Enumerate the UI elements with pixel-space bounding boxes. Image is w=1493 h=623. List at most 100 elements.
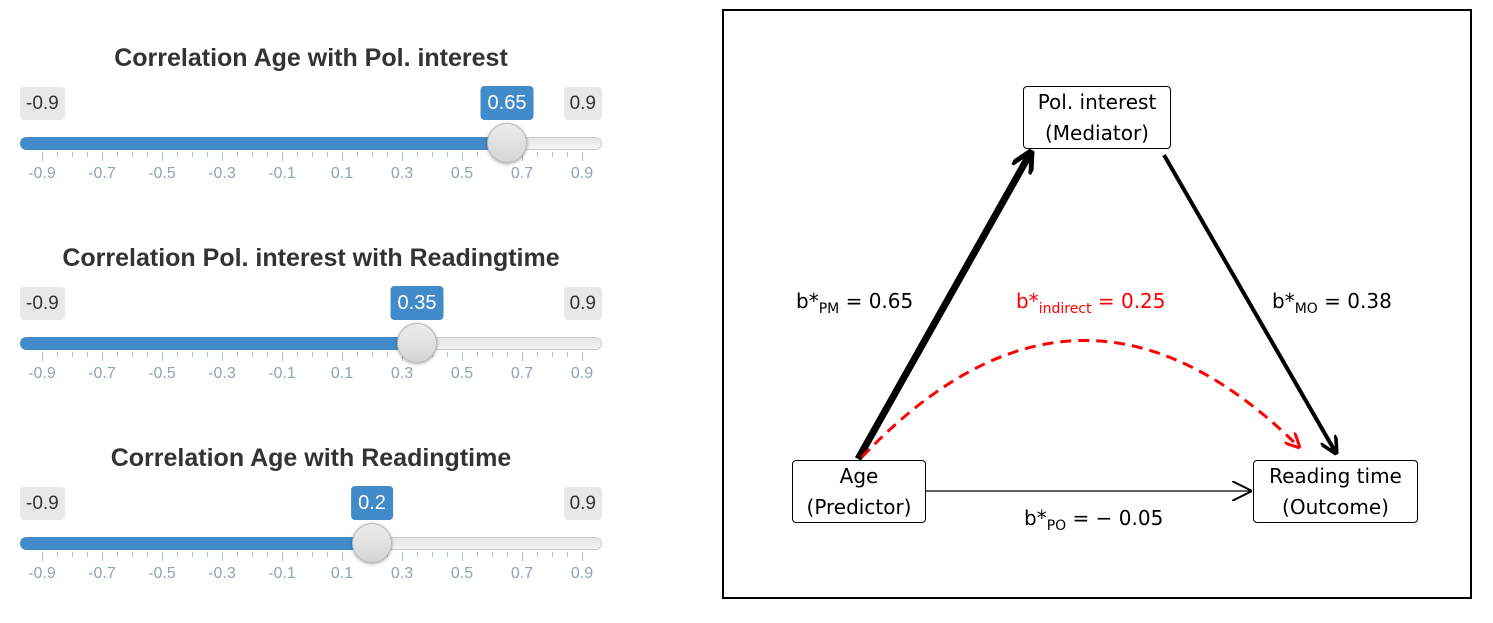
slider-tick-minor bbox=[267, 552, 268, 557]
slider-tick-minor bbox=[372, 352, 373, 357]
label-indirect: b*indirect = 0.25 bbox=[1016, 289, 1166, 317]
slider-tick-major bbox=[402, 152, 403, 161]
slider-tick-label: -0.1 bbox=[268, 165, 296, 182]
diagram-arrows bbox=[854, 11, 1470, 597]
slider-tick-minor bbox=[312, 152, 313, 157]
slider-tick-minor bbox=[417, 552, 418, 557]
slider-handle[interactable] bbox=[487, 123, 527, 163]
slider-tick-minor bbox=[372, 152, 373, 157]
slider-tick-minor bbox=[387, 352, 388, 357]
slider-title: Correlation Age with Readingtime bbox=[110, 444, 512, 472]
slider-tick-label: -0.7 bbox=[88, 365, 116, 382]
slider-tick-label: -0.9 bbox=[28, 565, 56, 582]
slider-tick-major bbox=[282, 352, 283, 361]
slider-tick-label: -0.3 bbox=[208, 365, 236, 382]
slider-tick-minor bbox=[327, 152, 328, 157]
slider-tick-major bbox=[162, 552, 163, 561]
slider-tick-minor bbox=[447, 352, 448, 357]
slider-max-label: 0.9 bbox=[563, 287, 602, 320]
slider-tick-minor bbox=[312, 352, 313, 357]
slider-value-bubble: 0.65 bbox=[480, 86, 534, 120]
slider-tick-label: -0.1 bbox=[268, 365, 296, 382]
slider-tick-major bbox=[342, 352, 343, 361]
slider-handle[interactable] bbox=[352, 523, 392, 563]
slider-tick-minor bbox=[237, 552, 238, 557]
slider-tick-minor bbox=[117, 352, 118, 357]
slider-tick-major bbox=[222, 352, 223, 361]
label-indirect-value: = 0.25 bbox=[1091, 289, 1166, 313]
slider-min-label: -0.9 bbox=[20, 287, 65, 320]
slider-tick-major bbox=[462, 352, 463, 361]
slider-tick-label: -0.1 bbox=[268, 565, 296, 582]
label-mo-sub: MO bbox=[1294, 301, 1318, 317]
slider-tick-minor bbox=[297, 152, 298, 157]
slider-tick-label: -0.7 bbox=[88, 565, 116, 582]
slider-tick-minor bbox=[117, 152, 118, 157]
slider-tick-minor bbox=[492, 352, 493, 357]
slider-min-label: -0.9 bbox=[20, 487, 65, 520]
slider-tick-label: 0.9 bbox=[570, 365, 594, 382]
slider-tick-major bbox=[582, 352, 583, 361]
slider-tick-minor bbox=[357, 352, 358, 357]
slider-tick-label: -0.9 bbox=[28, 365, 56, 382]
slider-tick-minor bbox=[72, 552, 73, 557]
slider-tick-label: 0.9 bbox=[570, 165, 594, 182]
slider-tick-label: 0.5 bbox=[450, 565, 474, 582]
slider-tick-label: -0.3 bbox=[208, 165, 236, 182]
slider-tick-minor bbox=[177, 352, 178, 357]
slider-tick-minor bbox=[207, 352, 208, 357]
edge-indirect-arrow bbox=[860, 339, 1299, 459]
slider-tick-minor bbox=[267, 152, 268, 157]
slider-tick-major bbox=[282, 552, 283, 561]
slider-tick-major bbox=[102, 352, 103, 361]
slider-tick-minor bbox=[252, 552, 253, 557]
slider-tick-minor bbox=[57, 152, 58, 157]
slider-tick-major bbox=[462, 552, 463, 561]
slider-handle[interactable] bbox=[397, 323, 437, 363]
slider-tick-major bbox=[42, 552, 43, 561]
slider-tick-major bbox=[582, 152, 583, 161]
slider-tick-major bbox=[222, 152, 223, 161]
slider-tick-minor bbox=[537, 352, 538, 357]
slider-tick-minor bbox=[447, 552, 448, 557]
node-predictor: Age (Predictor) bbox=[792, 460, 926, 523]
label-mo: b*MO = 0.38 bbox=[1272, 289, 1392, 317]
slider-tick-minor bbox=[207, 552, 208, 557]
slider-tick-major bbox=[522, 152, 523, 161]
slider-tick-label: 0.3 bbox=[390, 565, 414, 582]
slider-tick-minor bbox=[327, 352, 328, 357]
label-pm: b*PM = 0.65 bbox=[796, 289, 913, 317]
slider-tick-minor bbox=[537, 552, 538, 557]
slider-fill bbox=[20, 537, 372, 550]
slider-tick-label: 0.5 bbox=[450, 365, 474, 382]
label-po: b*PO = − 0.05 bbox=[1024, 506, 1163, 534]
slider-tick-minor bbox=[57, 352, 58, 357]
slider-value-bubble: 0.2 bbox=[351, 486, 393, 520]
label-indirect-base: b* bbox=[1016, 289, 1039, 313]
slider-tick-major bbox=[162, 352, 163, 361]
slider-tick-minor bbox=[567, 352, 568, 357]
slider-tick-minor bbox=[357, 152, 358, 157]
mediation-diagram: Pol. interest (Mediator) Age (Predictor)… bbox=[722, 9, 1472, 599]
slider-tick-minor bbox=[87, 352, 88, 357]
slider-max-label: 0.9 bbox=[563, 487, 602, 520]
slider-tick-minor bbox=[387, 152, 388, 157]
edge-pm-arrow bbox=[854, 152, 1031, 461]
slider-tick-minor bbox=[117, 552, 118, 557]
slider-tick-minor bbox=[57, 552, 58, 557]
slider-tick-minor bbox=[492, 552, 493, 557]
slider-tick-minor bbox=[297, 552, 298, 557]
slider-tick-minor bbox=[327, 552, 328, 557]
slider-tick-minor bbox=[297, 352, 298, 357]
slider-tick-minor bbox=[447, 152, 448, 157]
slider-tick-major bbox=[42, 352, 43, 361]
slider-tick-minor bbox=[207, 152, 208, 157]
slider-tick-minor bbox=[552, 152, 553, 157]
slider-tick-label: -0.5 bbox=[148, 565, 176, 582]
node-outcome-line2: (Outcome) bbox=[1282, 495, 1389, 519]
slider-tick-major bbox=[222, 552, 223, 561]
slider-tick-minor bbox=[147, 352, 148, 357]
slider-tick-minor bbox=[537, 152, 538, 157]
label-po-base: b* bbox=[1024, 506, 1047, 530]
slider-tick-major bbox=[402, 552, 403, 561]
